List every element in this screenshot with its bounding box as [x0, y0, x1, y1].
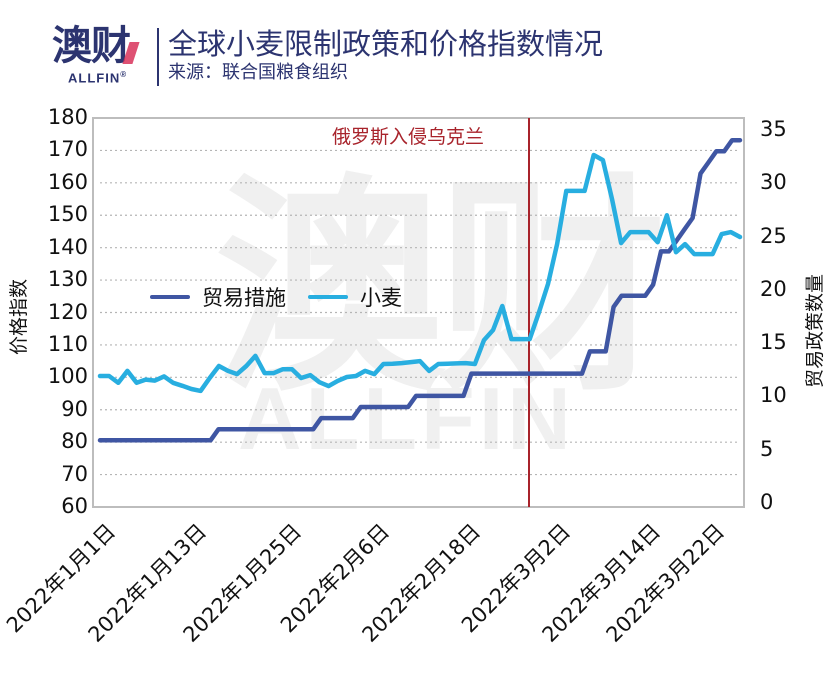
- plot-frame: [92, 117, 745, 508]
- right-axis-title: 贸易政策数量: [804, 273, 826, 388]
- chart-legend: 贸易措施 小麦: [150, 282, 424, 312]
- left-axis-tick-label: 80: [61, 429, 88, 454]
- right-axis-tick-label: 25: [760, 223, 787, 248]
- logo-english-text: ALLFIN®: [68, 70, 127, 85]
- left-axis-tick-label: 70: [61, 461, 88, 486]
- left-axis-tick-label: 90: [61, 396, 88, 421]
- right-axis-tick-label: 15: [760, 330, 787, 355]
- legend-item-wheat: 小麦: [308, 282, 402, 312]
- trade-measures-line: [97, 137, 743, 443]
- left-axis-tick-label: 60: [61, 494, 88, 518]
- watermark-cn: 澳财: [215, 156, 667, 423]
- header-divider: [157, 28, 159, 86]
- left-axis-tick-label: 180: [47, 105, 88, 129]
- watermark-en: ALLFIN: [238, 369, 575, 468]
- right-axis-tick-label: 20: [760, 276, 787, 301]
- left-axis-tick-label: 120: [47, 299, 88, 324]
- invasion-annotation: 俄罗斯入侵乌克兰: [332, 126, 485, 148]
- legend-swatch-trade: [150, 295, 190, 299]
- right-axis-tick-label: 10: [760, 383, 787, 408]
- chart-title: 全球小麦限制政策和价格指数情况: [168, 27, 604, 61]
- left-axis-title: 价格指数: [8, 278, 30, 355]
- legend-label-trade: 贸易措施: [202, 286, 286, 310]
- left-axis-tick-label: 160: [47, 169, 88, 194]
- wheat-price-line: [97, 152, 743, 394]
- right-axis-tick-label: 35: [760, 117, 787, 141]
- gridlines: [100, 149, 738, 476]
- left-axis-tick-label: 150: [47, 202, 88, 227]
- left-axis-tick-label: 100: [47, 364, 88, 389]
- left-axis-tick-label: 110: [47, 331, 88, 356]
- right-axis-tick-label: 0: [760, 490, 774, 514]
- left-axis-tick-label: 140: [47, 234, 88, 259]
- legend-label-wheat: 小麦: [360, 286, 402, 310]
- right-axis-tick-label: 5: [760, 436, 774, 461]
- logo-chinese-text: 澳财: [52, 23, 131, 69]
- left-axis-tick-label: 130: [47, 267, 88, 292]
- registered-mark: ®: [120, 70, 128, 79]
- legend-item-trade: 贸易措施: [150, 282, 286, 312]
- chart-source: 来源：联合国粮食组织: [168, 62, 348, 83]
- allfin-logo: 澳财 ALLFIN®: [52, 22, 152, 88]
- legend-swatch-wheat: [308, 295, 348, 299]
- logo-en-label: ALLFIN: [68, 70, 121, 86]
- right-axis-tick-label: 30: [760, 170, 787, 195]
- left-axis-tick-label: 170: [47, 137, 88, 162]
